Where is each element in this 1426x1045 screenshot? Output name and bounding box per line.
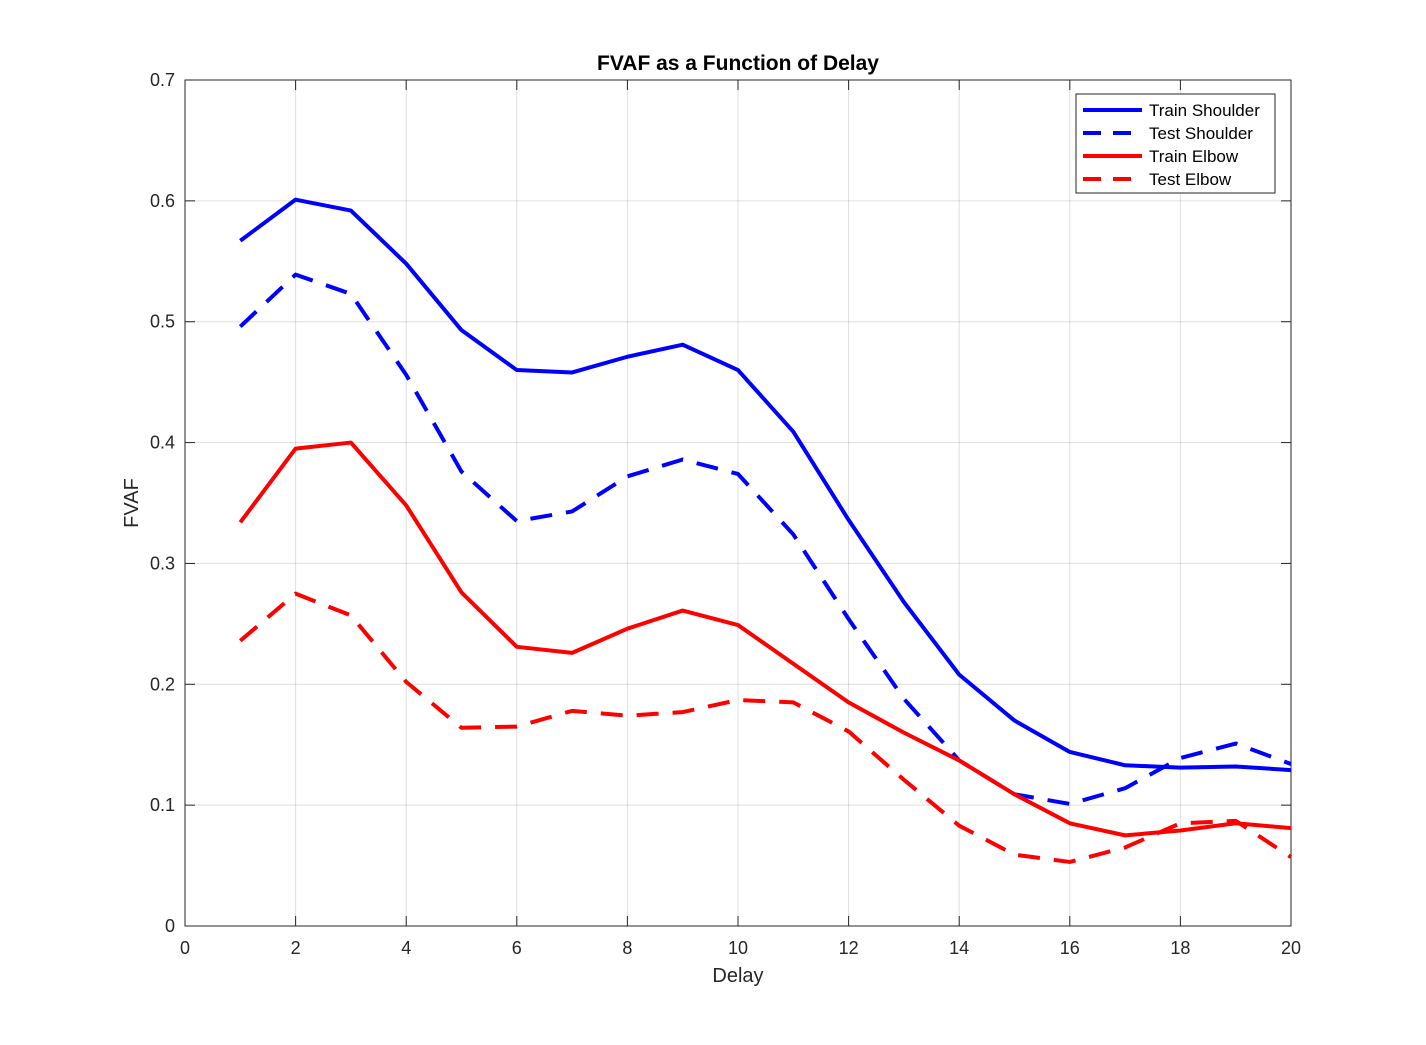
x-tick-label: 12: [839, 938, 859, 958]
y-tick-label: 0.2: [150, 674, 175, 694]
y-axis-label: FVAF: [121, 478, 143, 528]
x-tick-label: 18: [1170, 938, 1190, 958]
x-tick-label: 20: [1281, 938, 1301, 958]
legend-label-train-elbow: Train Elbow: [1149, 147, 1239, 166]
x-tick-label: 2: [291, 938, 301, 958]
y-tick-label: 0.1: [150, 795, 175, 815]
axis-ticks: 0 2 4 6 8 10 12 14 16 18 20 0 0.1 0.2 0.3 0.4 0.5 0.6 0.7: [150, 70, 1301, 958]
plot-area-background: [185, 80, 1291, 926]
x-tick-label: 6: [512, 938, 522, 958]
legend-label-test-elbow: Test Elbow: [1149, 170, 1232, 189]
x-tick-label: 14: [949, 938, 969, 958]
x-tick-label: 8: [622, 938, 632, 958]
y-tick-label: 0.6: [150, 191, 175, 211]
x-tick-label: 16: [1060, 938, 1080, 958]
series-lines: [238, 197, 1293, 864]
x-tick-label: 4: [401, 938, 411, 958]
legend-entries: Train Shoulder Test Shoulder Train Elbow Te…: [1083, 101, 1260, 189]
y-tick-label: 0.7: [150, 70, 175, 90]
series-line-test-shoulder: [238, 272, 1292, 806]
y-tick-label: 0: [165, 916, 175, 936]
x-tick-label: 0: [180, 938, 190, 958]
x-tick-label: 10: [728, 938, 748, 958]
series-line-test-elbow: [239, 591, 1293, 864]
y-tick-label: 0.5: [150, 312, 175, 332]
legend: Train Shoulder Test Shoulder Train Elbow Te…: [1075, 93, 1276, 194]
series-line-train-elbow: [238, 440, 1292, 838]
legend-label-train-shoulder: Train Shoulder: [1149, 101, 1260, 120]
series-line-train-shoulder: [239, 197, 1292, 773]
legend-label-test-shoulder: Test Shoulder: [1149, 124, 1253, 143]
x-axis-label: Delay: [712, 965, 763, 987]
chart-title: FVAF as a Function of Delay: [597, 52, 879, 75]
y-tick-label: 0.4: [150, 433, 175, 453]
y-tick-label: 0.3: [150, 553, 175, 573]
